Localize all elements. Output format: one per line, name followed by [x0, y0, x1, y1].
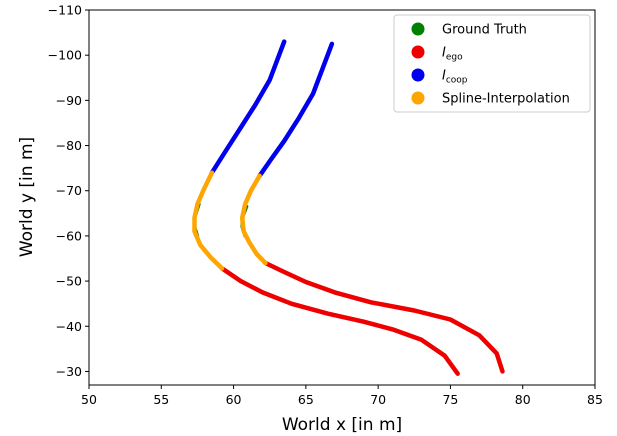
series-track-4-1 [192, 170, 225, 271]
y-tick-label: −50 [56, 274, 82, 289]
y-tick-label: −70 [56, 183, 82, 198]
series-track-3-2 [257, 41, 335, 179]
x-tick-label: 70 [370, 392, 386, 407]
series-track-4-2 [239, 173, 268, 266]
y-axis: −110 −100 −90 −80 −70 −60 −50 −40 −30 [48, 3, 89, 379]
x-tick-label: 75 [442, 392, 458, 407]
plot-frame [88, 9, 596, 386]
x-axis-label: World x [in m] [282, 415, 402, 435]
legend-label: Iego [442, 46, 463, 63]
x-tick-label: 55 [153, 392, 169, 407]
y-axis-label: World y [in m] [17, 137, 37, 257]
legend-marker [411, 45, 425, 59]
legend-marker [411, 22, 425, 36]
y-tick-label: −110 [48, 3, 82, 18]
series-track-2-2 [263, 260, 505, 374]
plot-area [192, 39, 505, 376]
y-tick-label: −30 [56, 364, 82, 379]
x-tick-label: 60 [226, 392, 242, 407]
legend-marker [411, 91, 425, 105]
y-tick-label: −90 [56, 93, 82, 108]
legend-box [393, 14, 591, 113]
y-tick-label: −60 [56, 228, 82, 243]
x-tick-label: 50 [81, 392, 97, 407]
y-tick-label: −80 [56, 138, 82, 153]
x-axis: 50 55 60 65 70 75 80 85 [81, 385, 603, 407]
legend-label: Spline-Interpolation [442, 92, 570, 107]
series-track-2-1 [219, 266, 460, 376]
x-tick-label: 80 [515, 392, 531, 407]
x-tick-label: 65 [298, 392, 314, 407]
legend-marker [411, 68, 425, 82]
y-tick-label: −40 [56, 319, 82, 334]
legend-label: Icoop [442, 69, 468, 86]
legend-label: Ground Truth [442, 23, 527, 38]
series-track-3-1 [209, 39, 287, 175]
x-tick-label: 85 [587, 392, 603, 407]
legend: Ground Truth Iego Icoop Spline-Interpolatio… [393, 14, 591, 113]
y-tick-label: −100 [48, 48, 82, 63]
